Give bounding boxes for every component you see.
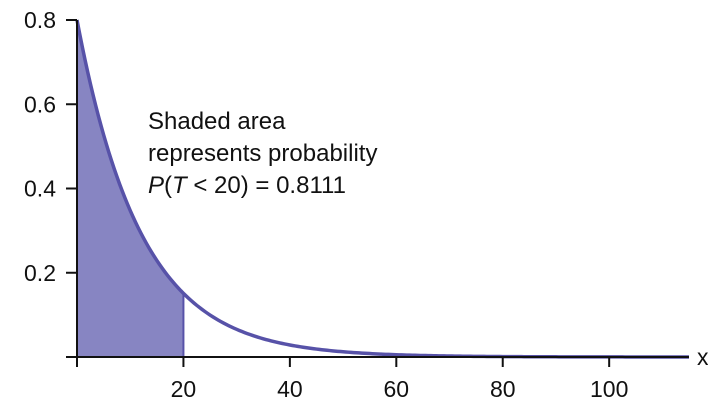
x-tick-label: 80 bbox=[490, 376, 516, 402]
x-axis-ticks: 20 40 60 80 100 bbox=[76, 357, 628, 402]
shaded-probability-area bbox=[77, 20, 184, 357]
x-axis-label: x bbox=[697, 344, 708, 370]
y-tick-label: 0.2 bbox=[24, 260, 56, 286]
annotation-line-3: P(T < 20) = 0.8111 bbox=[148, 172, 346, 199]
x-tick-label: 20 bbox=[171, 376, 197, 402]
y-tick-label: 0.6 bbox=[24, 91, 56, 117]
annotation-p-symbol: P bbox=[148, 172, 164, 199]
annotation-open-paren: ( bbox=[164, 172, 172, 199]
x-tick-label: 40 bbox=[277, 376, 303, 402]
x-tick-label: 100 bbox=[590, 376, 628, 402]
annotation-probability-value: < 20) = 0.8111 bbox=[187, 172, 346, 199]
x-tick-label: 60 bbox=[384, 376, 410, 402]
y-tick-label: 0.4 bbox=[24, 176, 56, 202]
y-tick-label: 0.8 bbox=[24, 7, 56, 33]
annotation-line-2: represents probability bbox=[148, 140, 377, 167]
annotation-t-symbol: T bbox=[172, 172, 189, 199]
y-axis-ticks: 0.2 0.4 0.6 0.8 bbox=[24, 7, 77, 358]
annotation-line-1: Shaded area bbox=[148, 108, 286, 135]
